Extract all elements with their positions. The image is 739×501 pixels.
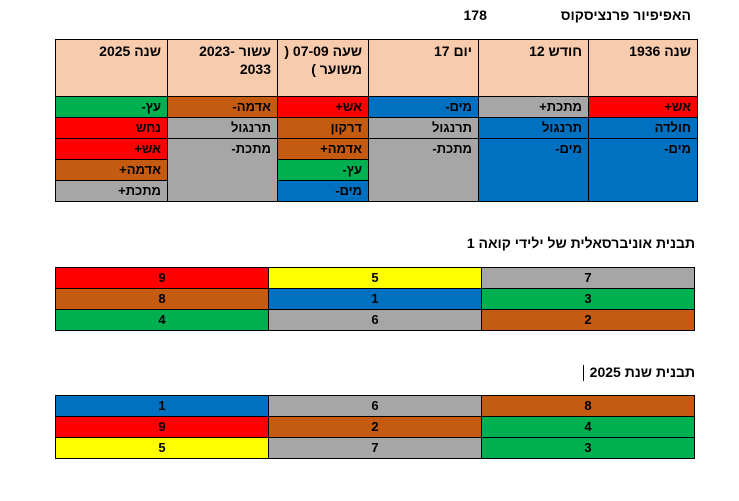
- table-cell: אש+: [277, 96, 369, 118]
- universal-grid: 7 5 9 3 1 8 2 6 4: [55, 267, 695, 331]
- table-row: 3 1 8: [55, 288, 695, 310]
- table-cell: מתכת+: [478, 96, 589, 118]
- grid-cell: 1: [268, 288, 482, 310]
- year-2025-grid: 8 6 1 4 2 9 3 7 5: [55, 395, 695, 459]
- table-cell: דרקון: [277, 117, 369, 139]
- grid-cell: 7: [481, 267, 695, 289]
- grid-cell: 6: [268, 395, 482, 417]
- table-cell: מים-: [368, 96, 479, 118]
- header-row: שנה 1936 חודש 12 יום 17 שעה 07-09 ( משוע…: [55, 39, 698, 97]
- section-title-2025-text: תבנית שנת 2025: [589, 364, 695, 380]
- page-title: האפיפיור פרנציסקוס 178: [464, 7, 692, 23]
- table-cell: עץ-: [55, 96, 168, 118]
- grid-cell: 1: [55, 395, 269, 417]
- table-cell: תרנגול: [368, 117, 479, 139]
- table-cell: תרנגול: [167, 117, 278, 139]
- table-row: עץ- אדמה+: [55, 159, 698, 181]
- col-hour: שעה 07-09 ( משוער ): [277, 39, 369, 97]
- table-cell: מתכת-: [167, 138, 278, 202]
- bazi-table: שנה 1936 חודש 12 יום 17 שעה 07-09 ( משוע…: [55, 39, 698, 202]
- grid-cell: 9: [55, 267, 269, 289]
- grid-cell: 2: [481, 309, 695, 331]
- table-cell: אש+: [588, 96, 698, 118]
- grid-cell: 8: [55, 288, 269, 310]
- grid-cell: 7: [268, 437, 482, 459]
- col-day: יום 17: [368, 39, 479, 97]
- table-cell: חולדה: [588, 117, 698, 139]
- table-cell: נחש: [55, 117, 168, 139]
- table-row: 8 6 1: [55, 395, 695, 417]
- col-year-2025: שנה 2025: [55, 39, 168, 97]
- title-number: 178: [463, 7, 487, 23]
- title-text: האפיפיור פרנציסקוס: [560, 7, 691, 23]
- table-cell: תרנגול: [478, 117, 589, 139]
- table-cell: מים-: [588, 138, 698, 202]
- grid-cell: 8: [481, 395, 695, 417]
- grid-cell: 3: [481, 288, 695, 310]
- grid-cell: 5: [268, 267, 482, 289]
- grid-cell: 3: [481, 437, 695, 459]
- text-cursor: [582, 365, 584, 382]
- table-row: חולדה תרנגול תרנגול דרקון תרנגול נחש: [55, 117, 698, 139]
- section-title-2025: תבנית שנת 2025: [582, 364, 695, 382]
- grid-cell: 5: [55, 437, 269, 459]
- table-cell: אדמה+: [277, 138, 369, 160]
- table-row: 3 7 5: [55, 437, 695, 459]
- col-month: חודש 12: [478, 39, 589, 97]
- col-year-1936: שנה 1936: [588, 39, 698, 97]
- grid-cell: 2: [268, 416, 482, 438]
- table-row: אש+ מתכת+ מים- אש+ אדמה- עץ-: [55, 96, 698, 118]
- table-cell: עץ-: [277, 159, 369, 181]
- section-title-universal: תבנית אוניברסאלית של ילידי קואה 1: [466, 235, 695, 251]
- table-cell: אדמה+: [55, 159, 168, 181]
- table-cell: אש+: [55, 138, 168, 160]
- table-row: 7 5 9: [55, 267, 695, 289]
- table-row: 2 6 4: [55, 309, 695, 331]
- col-decade: עשור 2023-2033: [167, 39, 278, 97]
- table-row: 4 2 9: [55, 416, 695, 438]
- grid-cell: 4: [55, 309, 269, 331]
- table-cell: אדמה-: [167, 96, 278, 118]
- grid-cell: 4: [481, 416, 695, 438]
- table-cell: מים-: [478, 138, 589, 202]
- table-row: מים- מתכת+: [55, 180, 698, 202]
- grid-cell: 9: [55, 416, 269, 438]
- table-cell: מתכת-: [368, 138, 479, 202]
- table-cell: מתכת+: [55, 180, 168, 202]
- table-cell: מים-: [277, 180, 369, 202]
- table-row: מים- מים- מתכת- אדמה+ מתכת- אש+: [55, 138, 698, 202]
- grid-cell: 6: [268, 309, 482, 331]
